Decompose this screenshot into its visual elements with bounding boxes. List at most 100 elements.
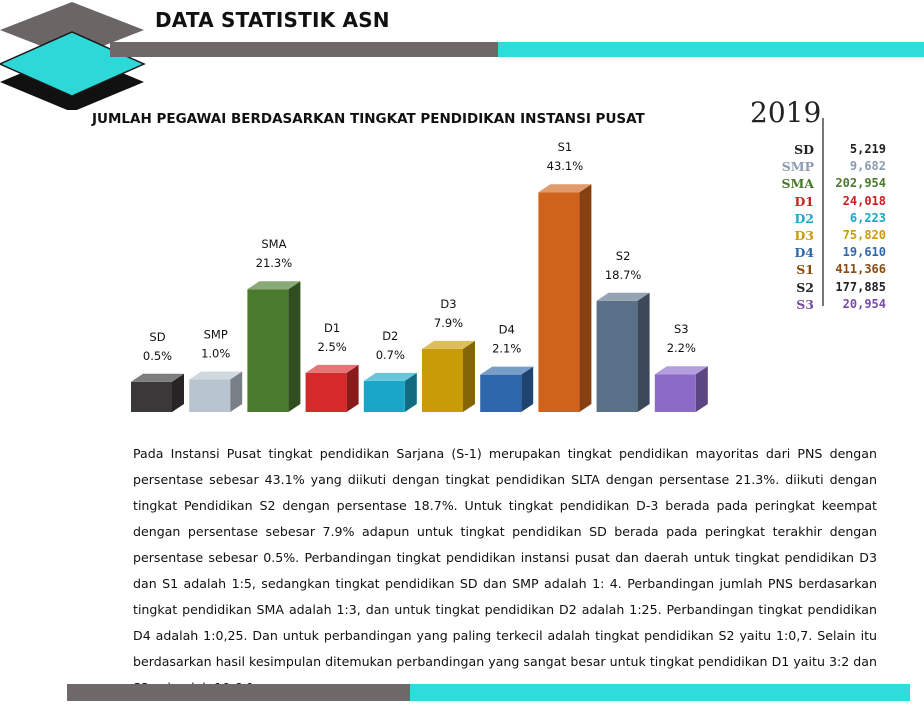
- bar-category-label: D1: [324, 321, 340, 335]
- bar-value-label: 2.5%: [317, 340, 346, 354]
- bar-front: [654, 374, 696, 412]
- logo: [0, 2, 146, 110]
- bar-value-label: 0.7%: [376, 348, 405, 362]
- bar-top: [422, 340, 475, 349]
- footer-bar-gray: [67, 684, 410, 701]
- bar-category-label: D3: [440, 297, 456, 311]
- stat-label: S1: [796, 262, 814, 278]
- bar-sd: [131, 373, 184, 412]
- bar-side: [404, 372, 417, 412]
- bar-top: [363, 372, 417, 381]
- bar-front: [596, 300, 638, 412]
- stat-row: S2 177,885: [760, 280, 890, 297]
- bar-side: [288, 281, 301, 412]
- bar-d3: [422, 340, 475, 412]
- bar-side: [695, 366, 708, 412]
- footer-bar-cyan: [410, 684, 910, 701]
- stat-value: 411,366: [835, 262, 886, 277]
- page-title: DATA STATISTIK ASN: [155, 8, 390, 32]
- bar-category-label: SMP: [204, 328, 228, 342]
- bar-value-label: 2.1%: [492, 342, 521, 356]
- bar-category-label: SMA: [261, 237, 286, 251]
- bar-category-label: SD: [149, 330, 165, 344]
- bar-category-label: D2: [382, 329, 398, 343]
- bar-front: [538, 192, 580, 412]
- bar-front: [480, 374, 522, 412]
- bar-top: [480, 366, 534, 375]
- legend-stats: SD 5,219 SMP 9,682 SMA 202,954 D1 24,018 D2 6…: [760, 142, 890, 314]
- bar-category-label: S3: [674, 322, 689, 336]
- stat-label: SMP: [781, 159, 814, 175]
- bar-top: [305, 364, 359, 373]
- bar-top: [189, 371, 243, 380]
- stat-label: D4: [794, 245, 814, 261]
- bar-top: [538, 184, 592, 193]
- header-bar-cyan: [498, 42, 924, 57]
- bar-front: [247, 289, 289, 412]
- stat-row: D4 19,610: [760, 245, 890, 262]
- stat-value: 202,954: [835, 176, 886, 191]
- header-bar-gray: [110, 42, 498, 57]
- bar-value-label: 7.9%: [434, 316, 463, 330]
- stat-label: SD: [794, 142, 814, 157]
- bar-category-label: D4: [499, 323, 515, 337]
- bar-s3: [654, 366, 708, 412]
- stat-value: 6,223: [849, 210, 886, 225]
- legend-year: 2019: [750, 96, 822, 129]
- bar-category-label: S2: [616, 249, 631, 263]
- bar-s2: [596, 292, 650, 412]
- stat-row: S3 20,954: [760, 297, 890, 314]
- stat-value: 75,820: [842, 227, 886, 242]
- bar-front: [189, 379, 231, 412]
- logo-diamond-top: [0, 2, 144, 58]
- stat-label: D1: [794, 193, 814, 209]
- bar-side: [521, 366, 534, 412]
- stat-label: S2: [796, 279, 814, 295]
- stat-row: D2 6,223: [760, 211, 890, 228]
- bar-front: [363, 380, 405, 412]
- bar-s1: [538, 184, 592, 412]
- bar-d4: [480, 366, 534, 412]
- stat-row: SMP 9,682: [760, 159, 890, 176]
- bar-value-label: 43.1%: [547, 159, 584, 173]
- bar-side: [579, 184, 592, 412]
- bar-front: [305, 372, 347, 412]
- stat-label: S3: [796, 296, 814, 312]
- stat-label: SMA: [781, 176, 814, 192]
- logo-diamond-middle: [0, 31, 146, 97]
- stat-value: 20,954: [842, 296, 886, 311]
- stat-value: 5,219: [849, 142, 886, 156]
- stat-value: 9,682: [849, 159, 886, 174]
- bar-front: [131, 381, 172, 412]
- bar-side: [172, 373, 184, 412]
- stat-value: 24,018: [842, 193, 886, 208]
- stat-row: S1 411,366: [760, 262, 890, 279]
- bar-value-label: 0.5%: [143, 349, 172, 363]
- stat-value: 19,610: [842, 245, 886, 260]
- bar-chart: SD 0.5% SMP 1.0% SMA 21.3% D1 2.5% D2 0.7% D3 7.9% D…: [131, 140, 708, 412]
- stat-label: D2: [794, 210, 814, 226]
- bar-d2: [363, 372, 417, 412]
- bar-top: [131, 373, 184, 382]
- stat-row: D1 24,018: [760, 194, 890, 211]
- bar-d1: [305, 364, 359, 412]
- stat-row: SD 5,219: [760, 142, 890, 159]
- stat-row: SMA 202,954: [760, 176, 890, 193]
- bar-value-label: 18.7%: [605, 268, 642, 282]
- bar-smp: [189, 371, 243, 412]
- bar-top: [247, 281, 301, 290]
- bar-front: [422, 348, 463, 412]
- stat-value: 177,885: [835, 279, 886, 294]
- bar-category-label: S1: [558, 140, 573, 154]
- bar-side: [463, 340, 475, 412]
- bar-side: [637, 292, 650, 412]
- bar-top: [654, 366, 708, 375]
- bar-top: [596, 292, 650, 301]
- bar-value-label: 1.0%: [201, 347, 230, 361]
- chart-title: JUMLAH PEGAWAI BERDASARKAN TINGKAT PENDI…: [92, 111, 645, 127]
- legend-divider: [822, 118, 824, 306]
- stat-row: D3 75,820: [760, 228, 890, 245]
- bar-side: [230, 371, 243, 412]
- description-paragraph: Pada Instansi Pusat tingkat pendidikan S…: [133, 446, 877, 695]
- bar-sma: [247, 281, 301, 412]
